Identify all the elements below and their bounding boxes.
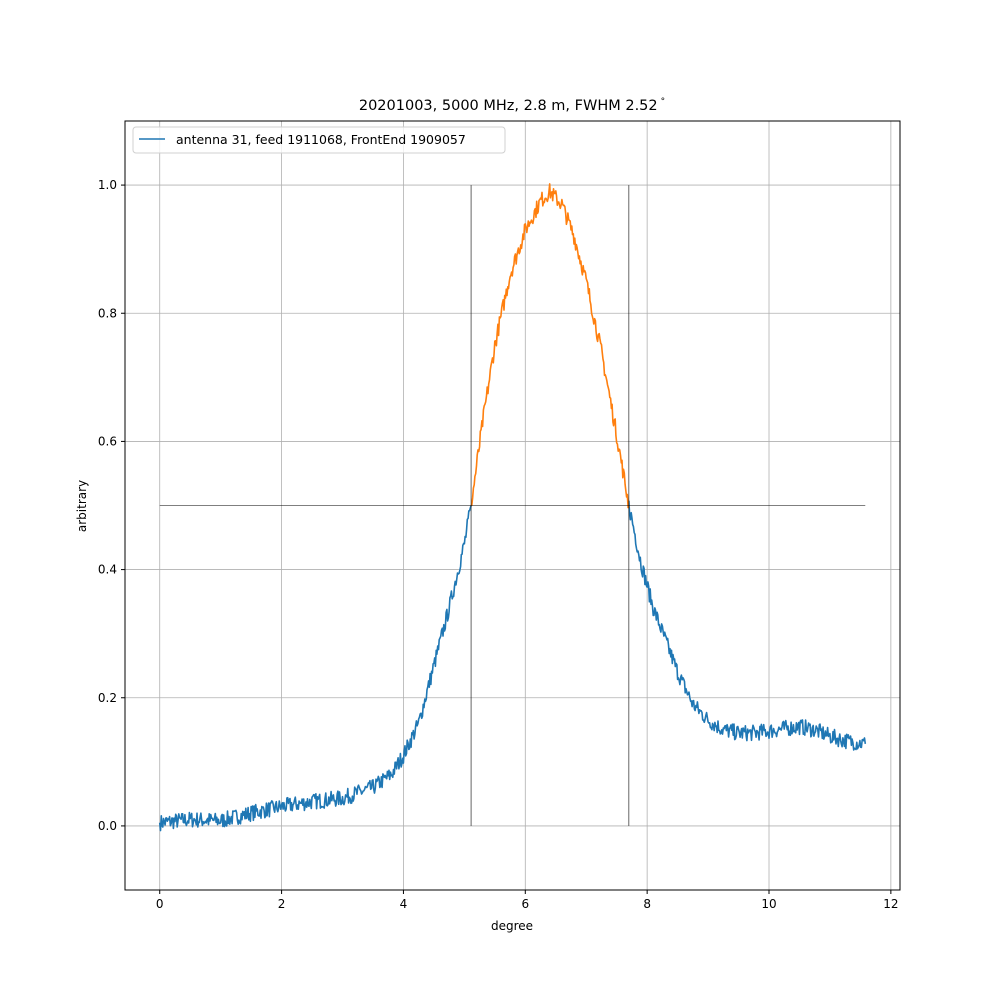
fwhm-annotations bbox=[159, 185, 866, 826]
y-tick-label: 1.0 bbox=[98, 178, 117, 192]
series-line-main bbox=[158, 505, 472, 832]
x-tick-label: 4 bbox=[400, 897, 408, 911]
x-axis-label: degree bbox=[491, 919, 533, 933]
x-tick-label: 12 bbox=[883, 897, 898, 911]
chart-title: 20201003, 5000 MHz, 2.8 m, FWHM 2.52 ° bbox=[359, 97, 665, 114]
axes-frame bbox=[124, 120, 901, 891]
y-tick-label: 0.8 bbox=[98, 306, 117, 320]
x-ticks: 0 2 4 6 8 10 12 bbox=[156, 890, 899, 911]
legend: antenna 31, feed 1911068, FrontEnd 19090… bbox=[132, 126, 506, 154]
y-tick-label: 0.0 bbox=[98, 819, 117, 833]
y-tick-label: 0.6 bbox=[98, 434, 117, 448]
series-line-main bbox=[628, 500, 867, 751]
legend-label: antenna 31, feed 1911068, FrontEnd 19090… bbox=[176, 132, 466, 147]
y-tick-label: 0.4 bbox=[98, 563, 117, 577]
x-tick-label: 6 bbox=[521, 897, 529, 911]
x-tick-label: 8 bbox=[643, 897, 651, 911]
x-tick-label: 0 bbox=[156, 897, 164, 911]
y-tick-label: 0.2 bbox=[98, 691, 117, 705]
y-axis-label: arbitrary bbox=[75, 480, 89, 532]
y-ticks: 0.0 0.2 0.4 0.6 0.8 1.0 bbox=[98, 178, 125, 833]
x-tick-label: 2 bbox=[278, 897, 286, 911]
series-line-above-half-max bbox=[470, 183, 630, 509]
x-tick-label: 10 bbox=[761, 897, 776, 911]
series-lines bbox=[158, 183, 867, 832]
